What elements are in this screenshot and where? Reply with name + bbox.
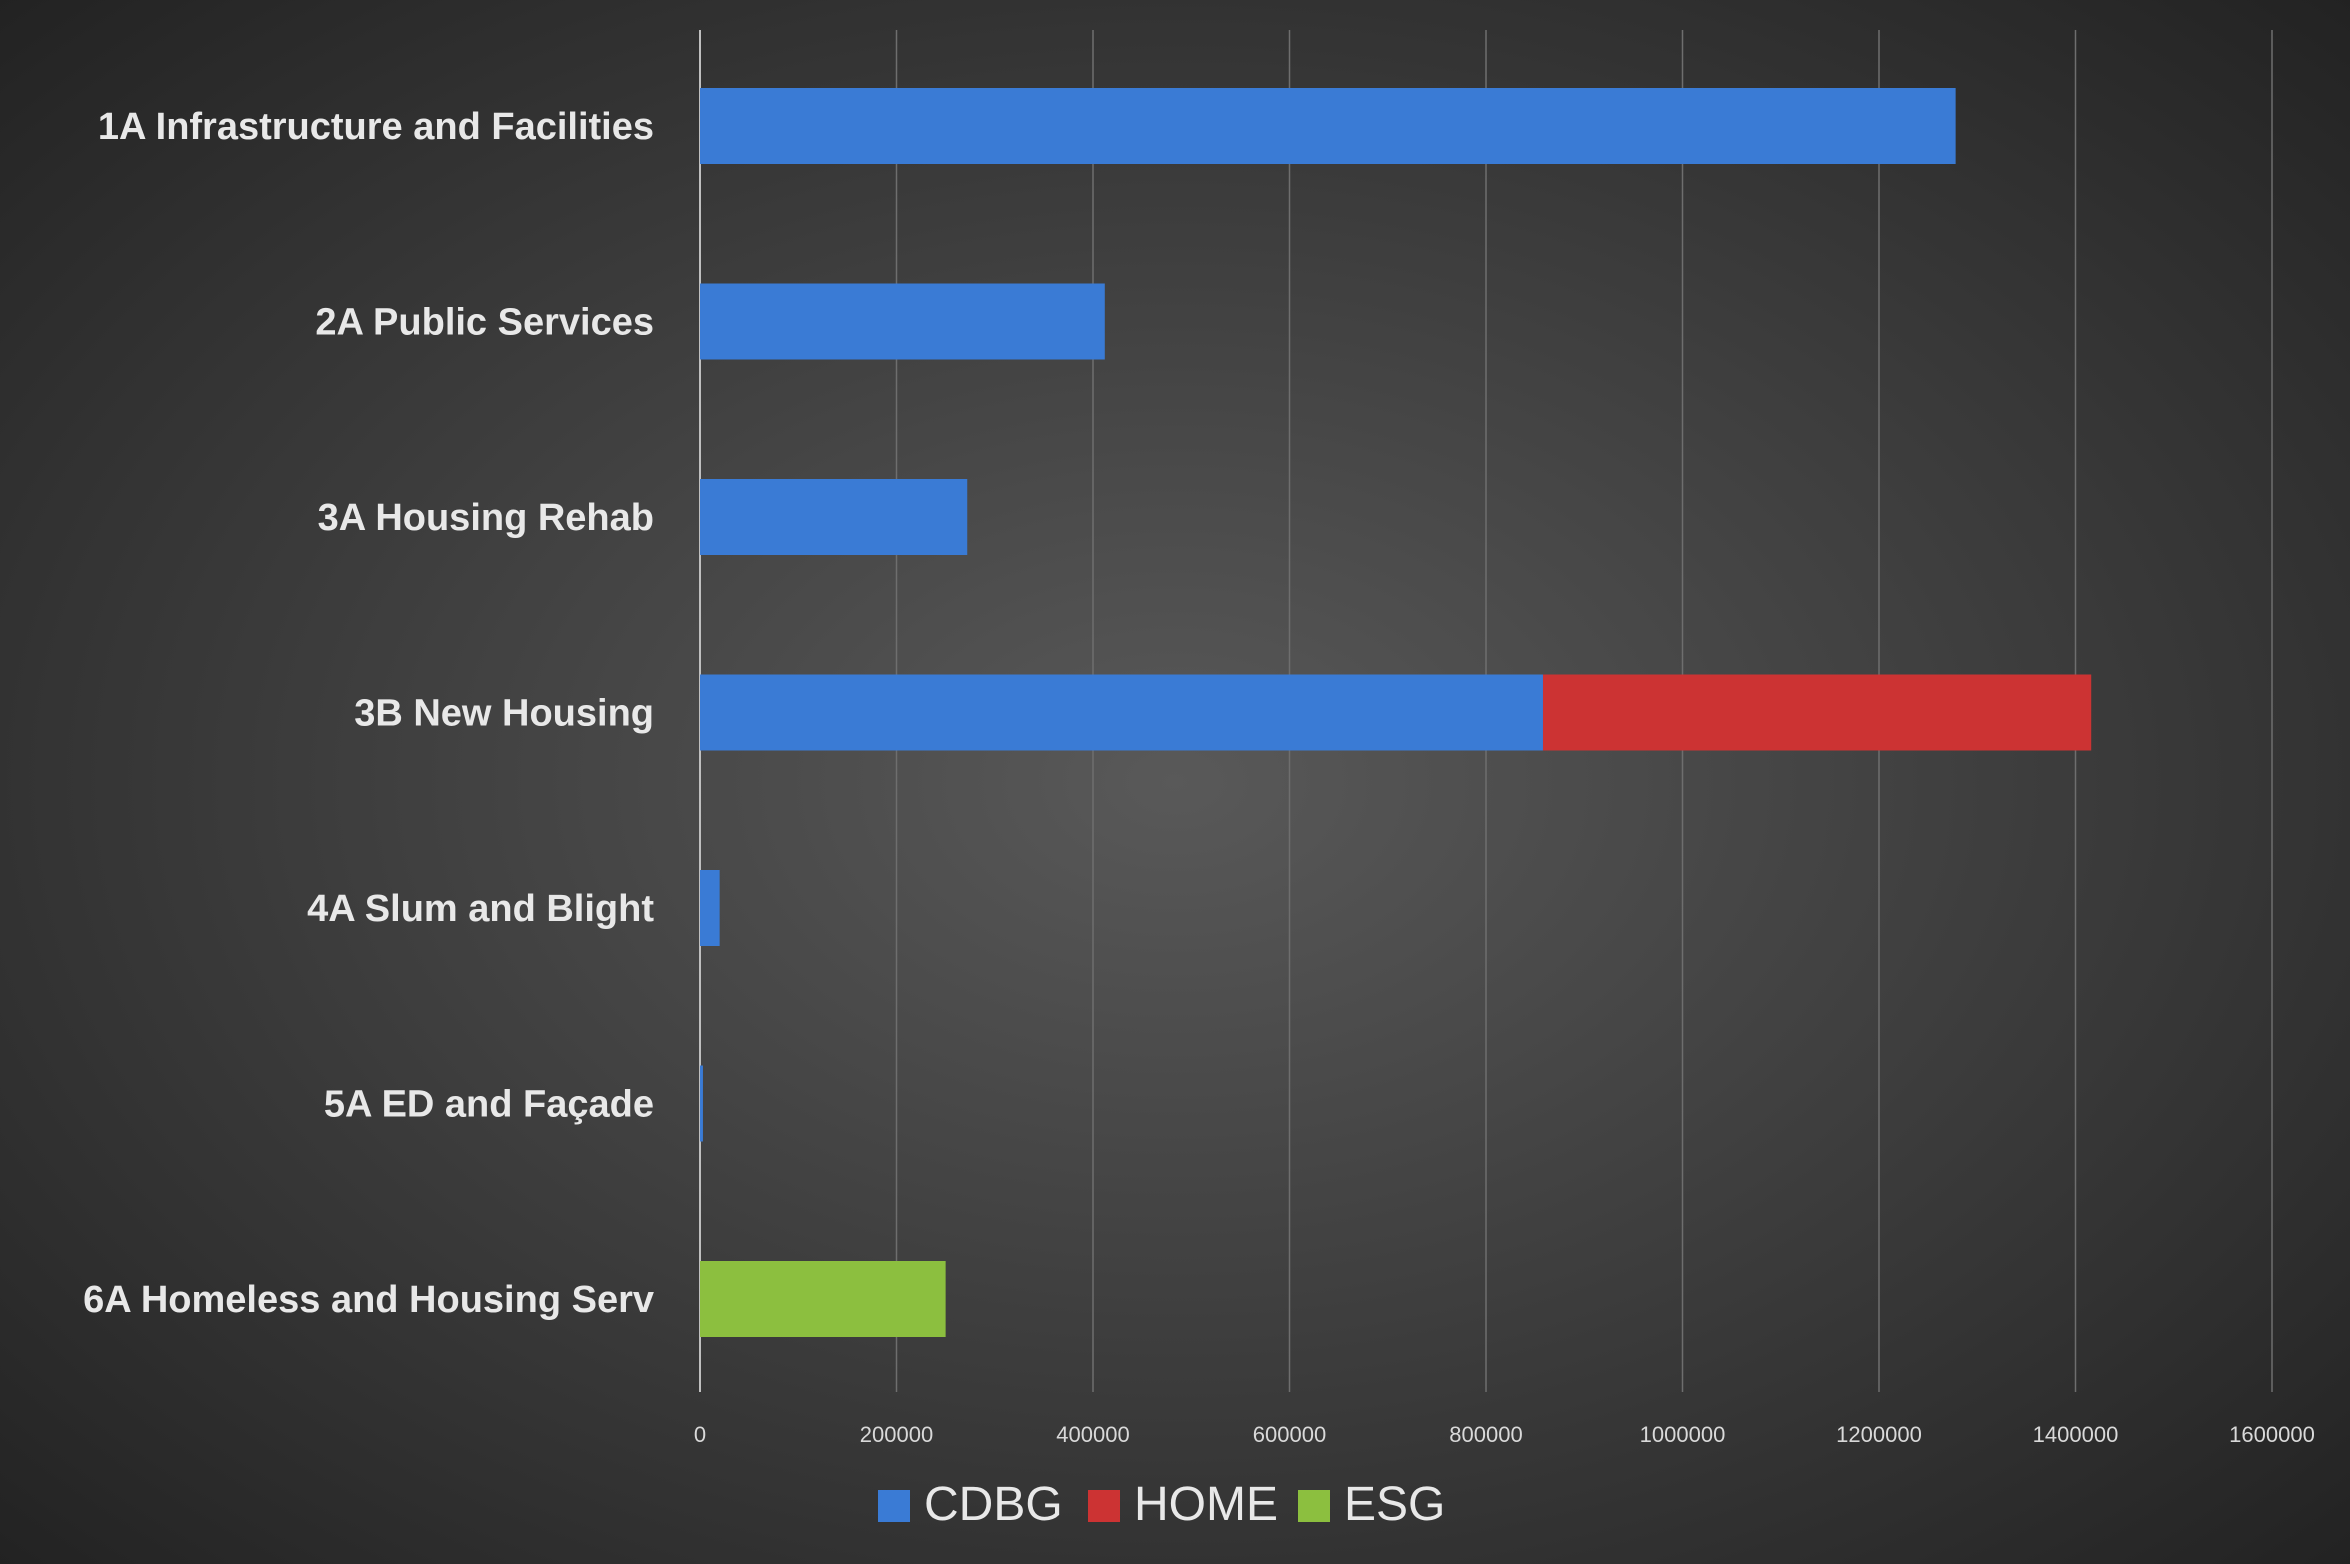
legend-swatch-esg <box>1298 1490 1330 1522</box>
x-tick-label: 600000 <box>1253 1422 1326 1447</box>
x-tick-label: 1400000 <box>2033 1422 2119 1447</box>
bar-home <box>1542 674 2092 751</box>
legend: CDBG HOME ESG <box>878 1478 1445 1531</box>
legend-label-cdbg: CDBG <box>924 1478 1063 1531</box>
bar-cdbg <box>700 870 720 946</box>
legend-label-esg: ESG <box>1344 1478 1445 1531</box>
category-label: 4A Slum and Blight <box>307 888 654 930</box>
legend-swatch-cdbg <box>878 1490 910 1522</box>
category-label: 5A ED and Façade <box>324 1084 654 1126</box>
legend-label-home: HOME <box>1134 1478 1278 1531</box>
x-tick-label: 1600000 <box>2229 1422 2315 1447</box>
bar-cdbg <box>700 88 1956 164</box>
x-tick-label: 800000 <box>1449 1422 1522 1447</box>
x-tick-label: 1200000 <box>1836 1422 1922 1447</box>
category-label: 2A Public Services <box>315 302 654 344</box>
bar-cdbg <box>700 674 1543 751</box>
category-label: 3A Housing Rehab <box>318 497 654 539</box>
x-tick-label: 200000 <box>860 1422 933 1447</box>
bar-cdbg <box>700 1065 703 1142</box>
category-label: 3B New Housing <box>354 693 654 735</box>
bar-esg <box>700 1261 946 1337</box>
legend-swatch-home <box>1088 1490 1120 1522</box>
category-labels: 1A Infrastructure and Facilities 2A Publi… <box>83 106 654 1321</box>
bar-cdbg <box>700 479 968 555</box>
x-tick-label: 400000 <box>1056 1422 1129 1447</box>
bar-cdbg <box>700 283 1105 360</box>
category-label: 6A Homeless and Housing Serv <box>83 1279 654 1321</box>
x-tick-label: 0 <box>694 1422 706 1447</box>
x-tick-label: 1000000 <box>1640 1422 1726 1447</box>
category-label: 1A Infrastructure and Facilities <box>98 106 654 148</box>
x-tick-labels: 0 200000 400000 600000 800000 1000000 1200000 1… <box>694 1422 2315 1447</box>
bars <box>700 88 2092 1337</box>
